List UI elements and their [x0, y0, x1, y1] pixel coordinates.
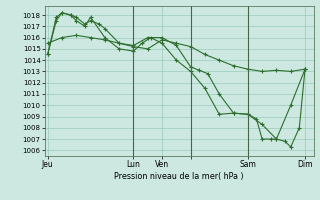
- X-axis label: Pression niveau de la mer( hPa ): Pression niveau de la mer( hPa ): [114, 172, 244, 181]
